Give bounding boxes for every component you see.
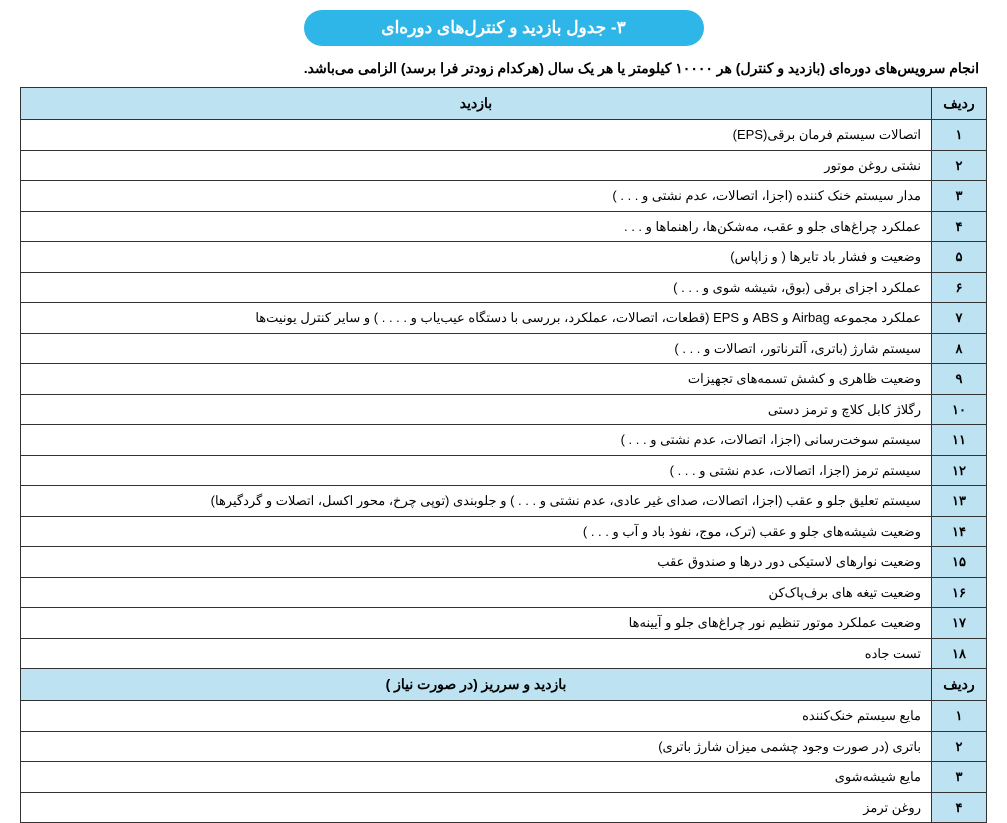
row-number: ۸	[932, 333, 987, 364]
row-number: ۷	[932, 303, 987, 334]
table-row: ۸سیستم شارژ (باتری، آلترناتور، اتصالات و…	[21, 333, 987, 364]
row-description: عملکرد چراغ‌های جلو و عقب، مه‌شکن‌ها، را…	[21, 211, 932, 242]
table-row: ۲نشتی روغن موتور	[21, 150, 987, 181]
table-row: ۱۳سیستم تعلیق جلو و عقب (اجزا، اتصالات، …	[21, 486, 987, 517]
row-number: ۱۶	[932, 577, 987, 608]
table-header-row: ردیفبازدید و سرریز (در صورت نیاز )	[21, 669, 987, 701]
row-number: ۴	[932, 211, 987, 242]
row-description: وضعیت نوارهای لاستیکی دور درها و صندوق ع…	[21, 547, 932, 578]
table-row: ۱۸تست جاده	[21, 638, 987, 669]
row-number: ۳	[932, 181, 987, 212]
page-subtitle: انجام سرویس‌های دوره‌ای (بازدید و کنترل)…	[28, 60, 979, 77]
row-number: ۱۰	[932, 394, 987, 425]
row-description: تست جاده	[21, 638, 932, 669]
table-row: ۷عملکرد مجموعه Airbag و ABS و EPS (قطعات…	[21, 303, 987, 334]
row-description: نشتی روغن موتور	[21, 150, 932, 181]
table-row: ۱۶وضعیت تیغه های برف‌پاک‌کن	[21, 577, 987, 608]
table-row: ۱۴وضعیت شیشه‌های جلو و عقب (ترک، موج، نف…	[21, 516, 987, 547]
table-row: ۳مدار سیستم خنک کننده (اجزا، اتصالات، عد…	[21, 181, 987, 212]
row-number: ۱۳	[932, 486, 987, 517]
table-row: ۲باتری (در صورت وجود چشمی میزان شارژ بات…	[21, 731, 987, 762]
row-description: روغن ترمز	[21, 792, 932, 823]
row-description: مایع شیشه‌شوی	[21, 762, 932, 793]
table-row: ۱۱سیستم سوخت‌رسانی (اجزا، اتصالات، عدم ن…	[21, 425, 987, 456]
row-description: رگلاژ کابل کلاچ و ترمز دستی	[21, 394, 932, 425]
row-description: وضعیت شیشه‌های جلو و عقب (ترک، موج، نفوذ…	[21, 516, 932, 547]
row-description: سیستم تعلیق جلو و عقب (اجزا، اتصالات، صد…	[21, 486, 932, 517]
table-row: ۱۰رگلاژ کابل کلاچ و ترمز دستی	[21, 394, 987, 425]
row-description: مدار سیستم خنک کننده (اجزا، اتصالات، عدم…	[21, 181, 932, 212]
table-row: ۱۲سیستم ترمز (اجزا، اتصالات، عدم نشتی و …	[21, 455, 987, 486]
col-header-desc: بازدید و سرریز (در صورت نیاز )	[21, 669, 932, 701]
row-description: سیستم شارژ (باتری، آلترناتور، اتصالات و …	[21, 333, 932, 364]
row-number: ۱	[932, 701, 987, 732]
row-number: ۱	[932, 120, 987, 151]
inspection-table: ردیف بازدید ۱اتصالات سیستم فرمان برقی(EP…	[20, 87, 987, 823]
row-description: مایع سیستم خنک‌کننده	[21, 701, 932, 732]
row-number: ۱۱	[932, 425, 987, 456]
row-description: اتصالات سیستم فرمان برقی(EPS)	[21, 120, 932, 151]
page-title-pill: ۳- جدول بازدید و کنترل‌های دوره‌ای	[304, 10, 704, 46]
row-description: سیستم سوخت‌رسانی (اجزا، اتصالات، عدم نشت…	[21, 425, 932, 456]
table-row: ۴روغن ترمز	[21, 792, 987, 823]
table-row: ۶عملکرد اجزای برقی (بوق، شیشه شوی و . . …	[21, 272, 987, 303]
row-number: ۱۷	[932, 608, 987, 639]
table-row: ۱۷وضعیت عملکرد موتور تنظیم نور چراغ‌های …	[21, 608, 987, 639]
row-number: ۴	[932, 792, 987, 823]
table-row: ۳مایع شیشه‌شوی	[21, 762, 987, 793]
table-header-row: ردیف بازدید	[21, 88, 987, 120]
table-row: ۹وضعیت ظاهری و کشش تسمه‌های تجهیزات	[21, 364, 987, 395]
row-number: ۳	[932, 762, 987, 793]
table-row: ۱مایع سیستم خنک‌کننده	[21, 701, 987, 732]
row-number: ۱۲	[932, 455, 987, 486]
col-header-desc: بازدید	[21, 88, 932, 120]
row-number: ۵	[932, 242, 987, 273]
row-description: عملکرد اجزای برقی (بوق، شیشه شوی و . . .…	[21, 272, 932, 303]
row-number: ۲	[932, 150, 987, 181]
row-description: وضعیت و فشار باد تایرها ( و زاپاس)	[21, 242, 932, 273]
table-row: ۱اتصالات سیستم فرمان برقی(EPS)	[21, 120, 987, 151]
row-description: وضعیت عملکرد موتور تنظیم نور چراغ‌های جل…	[21, 608, 932, 639]
row-description: وضعیت تیغه های برف‌پاک‌کن	[21, 577, 932, 608]
row-number: ۹	[932, 364, 987, 395]
row-number: ۱۸	[932, 638, 987, 669]
row-description: عملکرد مجموعه Airbag و ABS و EPS (قطعات،…	[21, 303, 932, 334]
row-number: ۱۵	[932, 547, 987, 578]
row-number: ۱۴	[932, 516, 987, 547]
row-description: باتری (در صورت وجود چشمی میزان شارژ باتر…	[21, 731, 932, 762]
row-description: وضعیت ظاهری و کشش تسمه‌های تجهیزات	[21, 364, 932, 395]
row-number: ۲	[932, 731, 987, 762]
row-description: سیستم ترمز (اجزا، اتصالات، عدم نشتی و . …	[21, 455, 932, 486]
col-header-num: ردیف	[932, 88, 987, 120]
table-row: ۴عملکرد چراغ‌های جلو و عقب، مه‌شکن‌ها، ر…	[21, 211, 987, 242]
row-number: ۶	[932, 272, 987, 303]
table-row: ۵وضعیت و فشار باد تایرها ( و زاپاس)	[21, 242, 987, 273]
col-header-num: ردیف	[932, 669, 987, 701]
table-row: ۱۵وضعیت نوارهای لاستیکی دور درها و صندوق…	[21, 547, 987, 578]
